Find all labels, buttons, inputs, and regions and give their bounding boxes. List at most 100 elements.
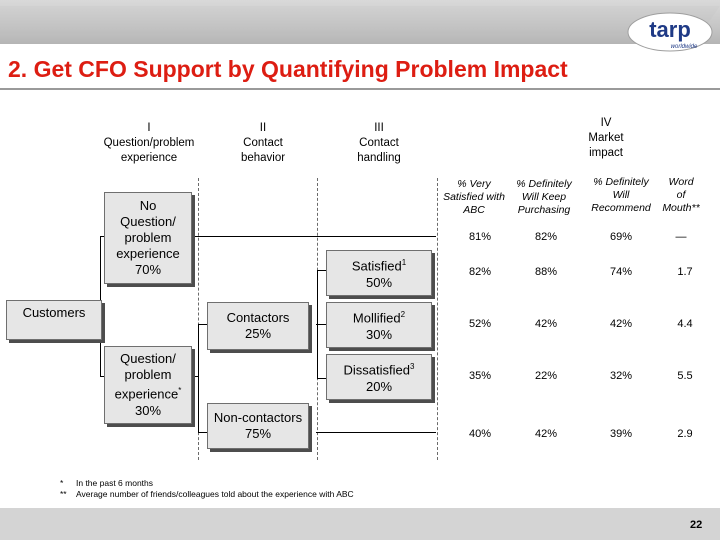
tarp-logo: tarp worldwide <box>627 12 713 52</box>
connector-to-contactors <box>198 324 208 325</box>
connector-to-non-contactors <box>198 432 208 433</box>
column-label: Market <box>588 132 624 144</box>
contactors-box: Contactors 25% <box>207 302 309 350</box>
box-text: 70% <box>134 262 162 277</box>
market-cell: 40% <box>468 428 492 440</box>
footnote-mark: ** <box>60 489 67 499</box>
box-text: 20% <box>365 378 393 394</box>
satisfied-box: Satisfied1 50% <box>326 250 432 296</box>
market-header-very-satisfied: % Very Satisfied with ABC <box>439 178 509 217</box>
column-header-iv: IV Market impact <box>566 116 646 161</box>
box-text: Mollified2 <box>353 307 405 326</box>
market-cell: 4.4 <box>677 318 693 330</box>
column-numeral: II <box>259 122 267 134</box>
logo-text: tarp <box>649 17 691 42</box>
market-header-text: Recommend <box>591 202 651 214</box>
box-text: No <box>139 198 157 213</box>
box-text: 50% <box>365 274 393 290</box>
market-header-text: % Very <box>457 178 491 190</box>
connector-no-problem-row <box>190 236 436 237</box>
market-header-text: Will Keep <box>521 191 567 203</box>
market-cell: 32% <box>609 370 633 382</box>
no-problem-box: No Question/ problem experience 70% <box>104 192 192 284</box>
column-numeral: IV <box>600 117 612 129</box>
box-text: Satisfied <box>351 258 402 274</box>
market-cell: 42% <box>534 318 558 330</box>
customers-box: Customers <box>6 300 102 340</box>
column-separator <box>198 178 199 460</box>
connector-problem-branch <box>190 376 198 377</box>
market-cell: 2.9 <box>677 428 693 440</box>
mollified-box: Mollified2 30% <box>326 302 432 348</box>
box-text: experience* <box>115 383 182 402</box>
footnote-marker: * <box>178 386 182 396</box>
footnote-1: * In the past 6 months <box>60 478 153 489</box>
market-header-keep-purchasing: % Definitely Will Keep Purchasing <box>507 178 581 217</box>
market-cell: 81% <box>468 231 492 243</box>
connector-problem-trunk <box>198 324 199 432</box>
slide-title: 2. Get CFO Support by Quantifying Proble… <box>8 56 568 82</box>
connector-contactors-branch <box>316 324 326 325</box>
column-separator <box>437 178 438 460</box>
market-cell: 42% <box>609 318 633 330</box>
column-header-ii: II Contact behavior <box>220 121 306 166</box>
connector-to-satisfied <box>317 270 327 271</box>
header-band <box>0 6 720 34</box>
market-cell: 82% <box>534 231 558 243</box>
box-text: experience <box>114 386 179 402</box>
logo-subtext: worldwide <box>671 44 698 50</box>
box-text: experience <box>116 246 180 261</box>
box-text: problem <box>124 367 172 383</box>
column-header-iii: III Contact handling <box>336 121 422 166</box>
market-header-text: % Definitely <box>593 176 649 188</box>
connector-non-contactors-row <box>316 432 436 433</box>
column-label: Contact <box>243 137 283 149</box>
box-text: Contactors <box>226 310 290 325</box>
box-text: 25% <box>244 326 272 341</box>
box-text: 30% <box>134 402 162 418</box>
title-rule <box>0 88 720 90</box>
customers-label: Customers <box>22 305 86 320</box>
footnote-text: In the past 6 months <box>76 478 154 488</box>
page-number: 22 <box>690 519 703 531</box>
footer-bar <box>0 508 720 540</box>
box-text: 30% <box>365 326 393 342</box>
market-header-text: Will <box>612 189 630 201</box>
problem-box: Question/ problem experience* 30% <box>104 346 192 424</box>
box-text: Satisfied1 <box>352 255 406 274</box>
column-numeral: III <box>374 122 384 134</box>
market-cell: 39% <box>609 428 633 440</box>
box-text: Non-contactors <box>213 410 303 425</box>
column-label: handling <box>357 152 401 164</box>
column-label: impact <box>589 147 623 159</box>
market-cell: 88% <box>534 266 558 278</box>
market-cell: 82% <box>468 266 492 278</box>
footnote-2: ** Average number of friends/colleagues t… <box>60 489 354 500</box>
market-header-text: Mouth** <box>662 202 700 214</box>
market-cell: 74% <box>609 266 633 278</box>
footnote-marker: 1 <box>401 258 407 268</box>
market-cell: 52% <box>468 318 492 330</box>
box-text: Mollified <box>352 310 401 326</box>
market-cell: 69% <box>609 231 633 243</box>
market-header-text: % Definitely <box>516 178 572 190</box>
market-cell: 1.7 <box>677 266 693 278</box>
market-cell: 22% <box>534 370 558 382</box>
market-cell: 35% <box>468 370 492 382</box>
box-text: Question/ <box>120 351 176 367</box>
non-contactors-box: Non-contactors 75% <box>207 403 309 449</box>
column-label: Question/problem <box>103 137 195 149</box>
column-numeral: I <box>147 122 151 134</box>
market-cell: 42% <box>534 428 558 440</box>
market-cell: 5.5 <box>677 370 693 382</box>
market-header-text: Satisfied with <box>443 191 505 203</box>
footnote-marker: 3 <box>410 362 415 372</box>
market-header-text: Purchasing <box>517 204 571 216</box>
footnote-mark: * <box>60 478 64 488</box>
market-header-text: Word <box>668 176 694 188</box>
header-bar <box>0 0 720 44</box>
box-text: Dissatisfied3 <box>344 359 415 378</box>
dissatisfied-box: Dissatisfied3 20% <box>326 354 432 400</box>
market-header-recommend: % Definitely Will Recommend <box>584 176 658 215</box>
market-header-text: of <box>676 189 686 201</box>
